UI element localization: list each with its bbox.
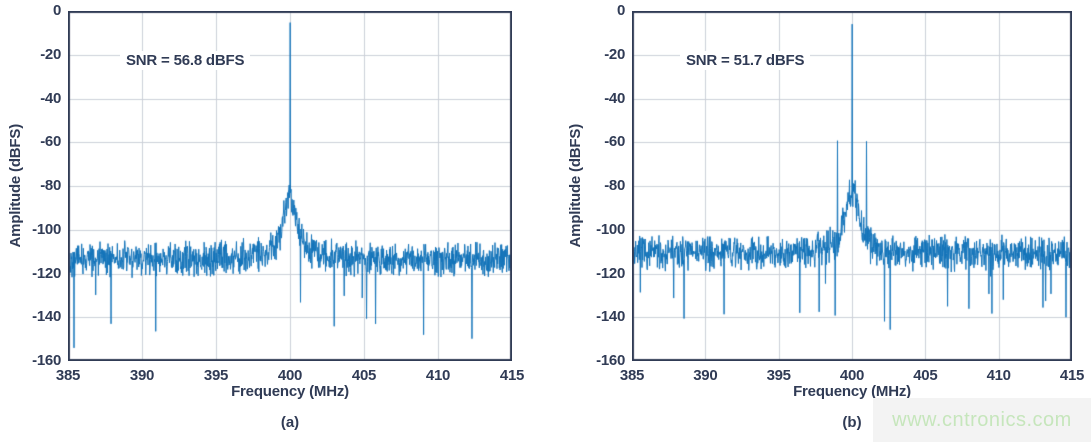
subplot-label-b: (b) (842, 414, 862, 431)
x-axis-title: Frequency (MHz) (793, 383, 911, 400)
snr-annotation: SNR = 56.8 dBFS (120, 51, 251, 70)
x-tick-label: 395 (203, 367, 229, 384)
y-tick-label: 0 (616, 2, 625, 19)
plot-area-b: SNR = 51.7 dBFS (632, 11, 1072, 361)
x-tick-label: 405 (913, 367, 938, 384)
subplot-label-a: (a) (280, 414, 300, 431)
y-tick-label: -100 (596, 220, 625, 238)
x-tick-label: 410 (425, 367, 451, 384)
x-tick-label: 390 (129, 367, 155, 384)
y-tick-label: -20 (604, 45, 625, 63)
y-tick-label: -160 (32, 352, 61, 369)
y-tick-label: -100 (32, 220, 61, 238)
snr-annotation: SNR = 51.7 dBFS (680, 51, 811, 70)
x-tick-label: 415 (499, 367, 525, 384)
y-tick-label: -20 (40, 45, 61, 63)
y-tick-label: -120 (596, 264, 625, 282)
y-tick-label: -140 (596, 308, 625, 326)
y-tick-label: -40 (604, 89, 625, 107)
y-tick-label: -80 (40, 177, 61, 194)
x-axis-title: Frequency (MHz) (231, 383, 349, 400)
x-tick-label: 410 (986, 367, 1011, 384)
x-tick-label: 395 (766, 367, 791, 384)
x-tick-label: 400 (277, 367, 303, 384)
x-tick-label: 415 (1059, 367, 1085, 384)
spectrum-panel-b: Amplitude (dBFS) SNR = 51.7 dBFS Frequen… (546, 0, 1091, 442)
x-tick-label: 385 (619, 367, 645, 384)
x-tick-label: 390 (693, 367, 718, 384)
site-watermark: www.cntronics.com (873, 398, 1091, 442)
x-tick-label: 405 (351, 367, 377, 384)
y-tick-label: -80 (604, 177, 625, 194)
y-tick-label: -160 (596, 352, 625, 369)
x-tick-label: 400 (839, 367, 865, 384)
y-tick-label: 0 (52, 2, 61, 19)
y-tick-label: -120 (32, 264, 61, 282)
y-tick-label: -40 (40, 89, 61, 107)
y-tick-label: -140 (32, 308, 61, 326)
y-tick-label: -60 (604, 133, 625, 151)
plot-area-a: SNR = 56.8 dBFS (68, 11, 512, 361)
x-tick-label: 385 (55, 367, 81, 384)
y-tick-label: -60 (40, 133, 61, 151)
spectrum-panel-a: Amplitude (dBFS) SNR = 56.8 dBFS Frequen… (7, 2, 525, 432)
